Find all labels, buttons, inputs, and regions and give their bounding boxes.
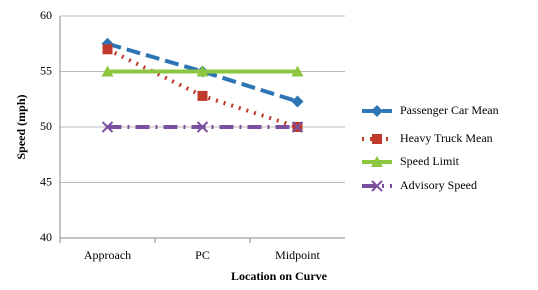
legend-label: Advisory Speed bbox=[400, 178, 477, 192]
x-tick-label: Approach bbox=[84, 248, 131, 262]
legend-label: Heavy Truck Mean bbox=[400, 131, 493, 145]
y-tick-label: 55 bbox=[40, 63, 52, 77]
marker bbox=[371, 105, 383, 117]
marker bbox=[371, 180, 383, 192]
series-line bbox=[106, 41, 299, 104]
marker bbox=[197, 90, 208, 101]
marker bbox=[102, 44, 113, 55]
y-axis-title: Speed (mph) bbox=[14, 94, 28, 159]
marker bbox=[196, 121, 209, 133]
marker bbox=[101, 121, 114, 133]
marker bbox=[291, 121, 304, 133]
marker bbox=[371, 156, 383, 167]
y-tick-label: 45 bbox=[40, 174, 52, 188]
marker bbox=[372, 134, 382, 144]
marker bbox=[291, 95, 304, 108]
y-tick-label: 40 bbox=[40, 230, 52, 244]
x-axis-title: Location on Curve bbox=[231, 269, 328, 283]
x-tick-label: Midpoint bbox=[275, 248, 320, 262]
y-tick-label: 50 bbox=[40, 119, 52, 133]
series-line bbox=[106, 47, 299, 129]
y-tick-label: 60 bbox=[40, 8, 52, 22]
legend-label: Speed Limit bbox=[400, 154, 460, 168]
legend-label: Passenger Car Mean bbox=[400, 103, 499, 117]
marker bbox=[196, 65, 209, 77]
marker bbox=[101, 65, 114, 77]
x-tick-label: PC bbox=[195, 248, 210, 262]
marker bbox=[291, 65, 304, 77]
